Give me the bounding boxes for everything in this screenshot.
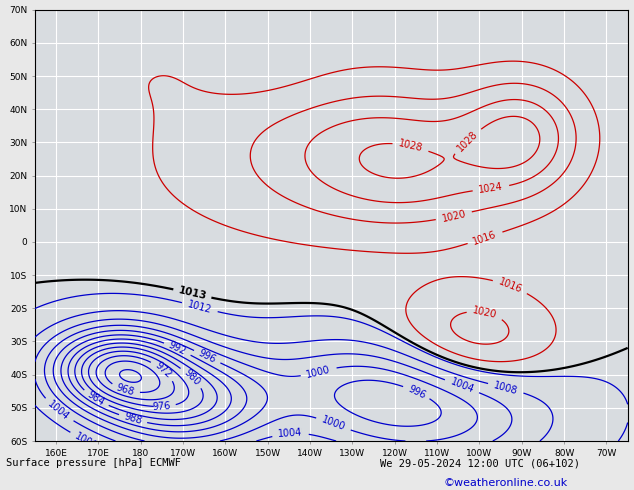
Text: 1028: 1028	[398, 139, 424, 154]
Text: 1028: 1028	[455, 129, 480, 153]
Text: Surface pressure [hPa] ECMWF: Surface pressure [hPa] ECMWF	[6, 458, 181, 468]
Text: 1008: 1008	[73, 431, 100, 451]
Text: 1020: 1020	[441, 208, 467, 223]
Text: 992: 992	[167, 340, 188, 357]
Text: 1004: 1004	[449, 377, 476, 395]
Text: 984: 984	[86, 390, 107, 408]
Text: 1020: 1020	[472, 305, 498, 320]
Text: 1013: 1013	[177, 285, 207, 302]
Text: 1004: 1004	[46, 399, 71, 422]
Text: 1000: 1000	[306, 364, 332, 379]
Text: 976: 976	[152, 401, 171, 412]
Text: 1016: 1016	[472, 229, 498, 246]
Text: 980: 980	[182, 368, 202, 388]
Text: 1016: 1016	[497, 277, 524, 295]
Text: We 29-05-2024 12:00 UTC (06+102): We 29-05-2024 12:00 UTC (06+102)	[380, 458, 580, 468]
Text: 1012: 1012	[186, 299, 213, 315]
Text: 1008: 1008	[493, 380, 519, 396]
Text: 968: 968	[115, 382, 136, 397]
Text: 1024: 1024	[478, 182, 504, 195]
Text: 1000: 1000	[320, 415, 347, 433]
Text: 1004: 1004	[278, 428, 303, 440]
Text: 996: 996	[406, 384, 427, 400]
Text: 996: 996	[197, 348, 217, 365]
Text: 988: 988	[123, 412, 143, 426]
Text: ©weatheronline.co.uk: ©weatheronline.co.uk	[444, 478, 568, 488]
Text: 972: 972	[153, 360, 173, 380]
